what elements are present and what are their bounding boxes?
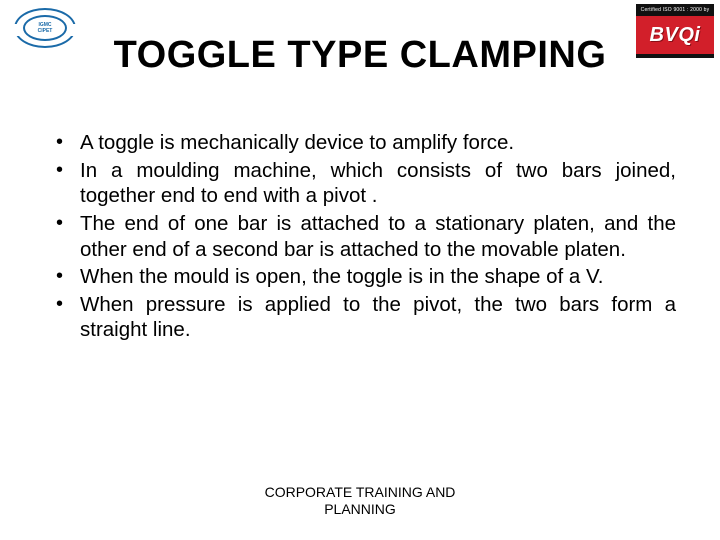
- footer: CORPORATE TRAINING AND PLANNING: [0, 484, 720, 518]
- list-item: The end of one bar is attached to a stat…: [50, 211, 676, 262]
- bullet-text: In a moulding machine, which consists of…: [80, 159, 676, 208]
- bullet-text: When the mould is open, the toggle is in…: [80, 265, 603, 288]
- list-item: A toggle is mechanically device to ampli…: [50, 130, 676, 156]
- list-item: When pressure is applied to the pivot, t…: [50, 292, 676, 343]
- bullet-list: A toggle is mechanically device to ampli…: [50, 130, 676, 343]
- list-item: When the mould is open, the toggle is in…: [50, 264, 676, 290]
- list-item: In a moulding machine, which consists of…: [50, 158, 676, 209]
- slide: IGMC CIPET Certified ISO 9001 : 2000 by …: [0, 0, 720, 540]
- footer-line2: PLANNING: [0, 501, 720, 518]
- cert-badge-top-text: Certified ISO 9001 : 2000 by: [636, 4, 714, 16]
- bullet-text: A toggle is mechanically device to ampli…: [80, 131, 514, 154]
- footer-line1: CORPORATE TRAINING AND: [0, 484, 720, 501]
- bullet-text: When pressure is applied to the pivot, t…: [80, 293, 676, 342]
- page-title: TOGGLE TYPE CLAMPING: [0, 34, 720, 77]
- bullet-text: The end of one bar is attached to a stat…: [80, 212, 676, 261]
- body-text: A toggle is mechanically device to ampli…: [50, 130, 676, 345]
